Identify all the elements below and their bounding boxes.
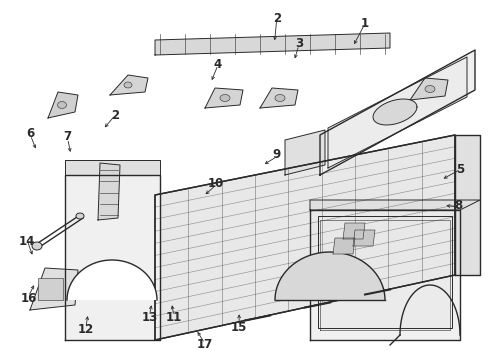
Polygon shape bbox=[155, 33, 390, 55]
Polygon shape bbox=[205, 88, 243, 108]
Text: 14: 14 bbox=[19, 235, 35, 248]
Text: 1: 1 bbox=[361, 17, 369, 30]
Bar bbox=[38, 278, 63, 300]
Polygon shape bbox=[65, 160, 160, 175]
Text: 11: 11 bbox=[166, 311, 182, 324]
Ellipse shape bbox=[76, 213, 84, 219]
Polygon shape bbox=[310, 210, 460, 340]
Polygon shape bbox=[260, 88, 298, 108]
Text: 6: 6 bbox=[26, 127, 34, 140]
Ellipse shape bbox=[220, 94, 230, 102]
Ellipse shape bbox=[425, 85, 435, 93]
Text: 2: 2 bbox=[111, 109, 119, 122]
Ellipse shape bbox=[275, 94, 285, 102]
Polygon shape bbox=[48, 92, 78, 118]
Polygon shape bbox=[98, 163, 120, 220]
Polygon shape bbox=[65, 175, 160, 340]
Text: 2: 2 bbox=[273, 12, 281, 24]
Polygon shape bbox=[410, 78, 448, 100]
Text: 8: 8 bbox=[454, 199, 462, 212]
Text: 5: 5 bbox=[457, 163, 465, 176]
Polygon shape bbox=[320, 220, 450, 330]
Text: 3: 3 bbox=[295, 37, 303, 50]
Ellipse shape bbox=[124, 82, 132, 88]
Polygon shape bbox=[155, 135, 455, 340]
Polygon shape bbox=[275, 252, 385, 300]
Text: 4: 4 bbox=[214, 58, 222, 71]
Ellipse shape bbox=[57, 102, 67, 108]
Text: 15: 15 bbox=[231, 321, 247, 334]
Polygon shape bbox=[343, 223, 365, 239]
Polygon shape bbox=[353, 230, 375, 246]
Polygon shape bbox=[67, 260, 157, 300]
Text: 16: 16 bbox=[20, 292, 37, 305]
Polygon shape bbox=[310, 200, 480, 210]
Text: 12: 12 bbox=[77, 323, 94, 336]
Polygon shape bbox=[110, 75, 148, 95]
Ellipse shape bbox=[32, 242, 42, 250]
Text: 13: 13 bbox=[141, 311, 158, 324]
Text: 9: 9 bbox=[273, 148, 281, 161]
Polygon shape bbox=[373, 99, 417, 125]
Text: 10: 10 bbox=[207, 177, 224, 190]
Polygon shape bbox=[285, 130, 325, 175]
Polygon shape bbox=[328, 57, 467, 168]
Polygon shape bbox=[455, 135, 480, 275]
Polygon shape bbox=[320, 50, 475, 175]
Polygon shape bbox=[333, 238, 355, 254]
Polygon shape bbox=[30, 268, 78, 310]
Text: 17: 17 bbox=[196, 338, 213, 351]
Text: 7: 7 bbox=[64, 130, 72, 143]
